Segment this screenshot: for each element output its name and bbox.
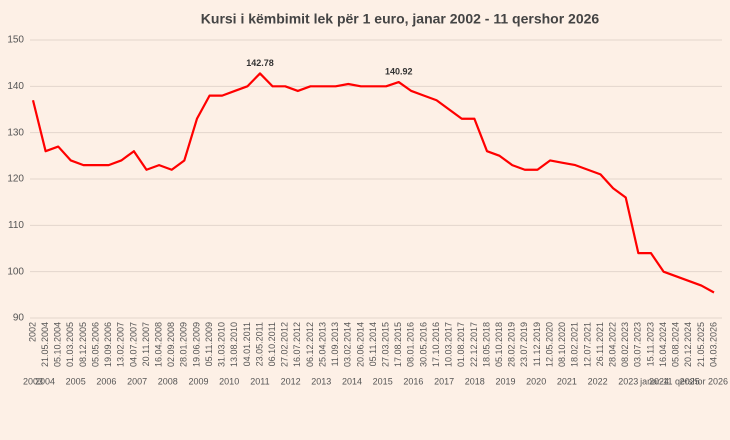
year-label: 2012 xyxy=(281,376,301,386)
year-label: 2022 xyxy=(588,376,608,386)
x-tick-label: 21.05.2025 xyxy=(696,322,706,367)
y-tick-label: 120 xyxy=(7,174,24,185)
year-label: 2020 xyxy=(526,376,546,386)
x-tick-label: 08.10.2020 xyxy=(557,322,567,367)
line xyxy=(31,72,715,294)
y-tick-label: 90 xyxy=(13,313,25,324)
x-tick-label: 19.06.2009 xyxy=(191,322,201,367)
chart-title: Kursi i këmbimit lek për 1 euro, janar 2… xyxy=(201,11,600,27)
x-tick-label: 15.11.2023 xyxy=(645,322,655,366)
x-tick-label: 13.08.2010 xyxy=(229,322,239,367)
year-label: 2011 xyxy=(250,376,269,386)
year-label: 2008 xyxy=(158,376,178,386)
x-tick-label: 08.12.2005 xyxy=(78,322,88,367)
year-label: 2019 xyxy=(495,376,515,386)
x-tick-label: 22.12.2017 xyxy=(469,322,479,367)
x-tick-label: 28.02.2019 xyxy=(507,322,517,367)
x-tick-label: 27.02.2012 xyxy=(280,322,290,367)
x-tick-label: 31.03.2010 xyxy=(217,322,227,367)
x-tick-label: 21.05.2004 xyxy=(40,322,50,367)
x-tick-label: 05.11.2009 xyxy=(204,322,214,366)
year-label: 2025 xyxy=(680,376,700,386)
x-tick-label: 05.10.2018 xyxy=(494,322,504,367)
x-tick-label: 01.03.2005 xyxy=(65,322,75,367)
year-label: 2007 xyxy=(127,376,147,386)
x-tick-label: 26.11.2021 xyxy=(595,322,605,366)
x-tick-label: 28.04.2022 xyxy=(607,322,617,367)
x-tick-label: 2002 xyxy=(27,322,37,342)
x-tick-label: 18.02.2021 xyxy=(570,322,580,367)
value-label: 140.92 xyxy=(385,66,413,76)
year-label: 2016 xyxy=(403,376,423,386)
x-tick-label: 17.08.2015 xyxy=(393,322,403,367)
year-label: 2009 xyxy=(188,376,208,386)
x-tick-label: 06.12.2012 xyxy=(305,322,315,367)
year-label: 2017 xyxy=(434,376,454,386)
y-tick-label: 130 xyxy=(7,127,24,138)
x-tick-label: 16.04.2024 xyxy=(658,322,668,367)
x-tick-label: 28.01.2009 xyxy=(179,322,189,367)
x-tick-label: 17.10.2016 xyxy=(431,322,441,367)
x-tick-label: 30.05.2016 xyxy=(418,322,428,367)
x-tick-label: 20.11.2007 xyxy=(141,322,151,366)
x-tick-label: 27.03.2015 xyxy=(380,322,390,367)
y-tick-label: 100 xyxy=(7,266,24,277)
x-tick-label: 10.03.2017 xyxy=(444,322,454,367)
x-tick-label: 18.05.2018 xyxy=(481,322,491,367)
x-tick-label: 11.09.2013 xyxy=(330,322,340,366)
x-tick-label: 05.05.2006 xyxy=(90,322,100,367)
x-tick-label: 04.03.2026 xyxy=(708,322,718,367)
x-tick-label: 23.05.2011 xyxy=(254,322,264,366)
year-label: 2018 xyxy=(465,376,485,386)
year-label: 2003 xyxy=(23,376,43,386)
year-label: 2014 xyxy=(342,376,362,386)
x-tick-label: 01.08.2017 xyxy=(456,322,466,367)
year-label: 2023 xyxy=(618,376,638,386)
value-label: 142.78 xyxy=(246,58,274,68)
x-tick-label: 25.04.2013 xyxy=(317,322,327,367)
x-tick-label: 11.12.2019 xyxy=(532,322,542,366)
year-label: 2013 xyxy=(311,376,331,386)
x-tick-label: 03.02.2014 xyxy=(343,322,353,367)
x-tick-label: 20.06.2014 xyxy=(355,322,365,367)
year-label: 2015 xyxy=(373,376,393,386)
y-tick-label: 140 xyxy=(7,81,24,92)
year-label: 2004 xyxy=(35,376,55,386)
year-label: 2021 xyxy=(557,376,577,386)
x-tick-label: 04.07.2007 xyxy=(128,322,138,367)
x-tick-label: 12.07.2021 xyxy=(582,322,592,367)
x-tick-label: 04.01.2011 xyxy=(242,322,252,366)
year-label: 2006 xyxy=(96,376,116,386)
x-tick-label: 16.07.2012 xyxy=(292,322,302,367)
y-tick-label: 150 xyxy=(7,35,24,46)
x-tick-label: 08.01.2016 xyxy=(406,322,416,367)
year-label: 2010 xyxy=(219,376,239,386)
x-tick-label: 02.09.2008 xyxy=(166,322,176,367)
year-label: 2005 xyxy=(66,376,86,386)
year-label: janar-11 qershor 2026 xyxy=(639,376,728,386)
x-tick-label: 20.12.2024 xyxy=(683,322,693,367)
x-tick-label: 03.07.2023 xyxy=(633,322,643,367)
x-tick-label: 16.04.2008 xyxy=(153,322,163,367)
x-tick-label: 12.05.2020 xyxy=(544,322,554,367)
year-label: 2024 xyxy=(649,376,669,386)
x-tick-label: 05.10.2004 xyxy=(53,322,63,367)
x-tick-label: 23.07.2019 xyxy=(519,322,529,367)
x-tick-label: 19.09.2006 xyxy=(103,322,113,367)
x-tick-label: 05.11.2014 xyxy=(368,322,378,366)
x-tick-label: 08.02.2023 xyxy=(620,322,630,367)
x-tick-label: 06.10.2011 xyxy=(267,322,277,366)
x-tick-label: 05.08.2024 xyxy=(671,322,681,367)
x-tick-label: 13.02.2007 xyxy=(116,322,126,367)
y-tick-label: 110 xyxy=(8,220,24,231)
